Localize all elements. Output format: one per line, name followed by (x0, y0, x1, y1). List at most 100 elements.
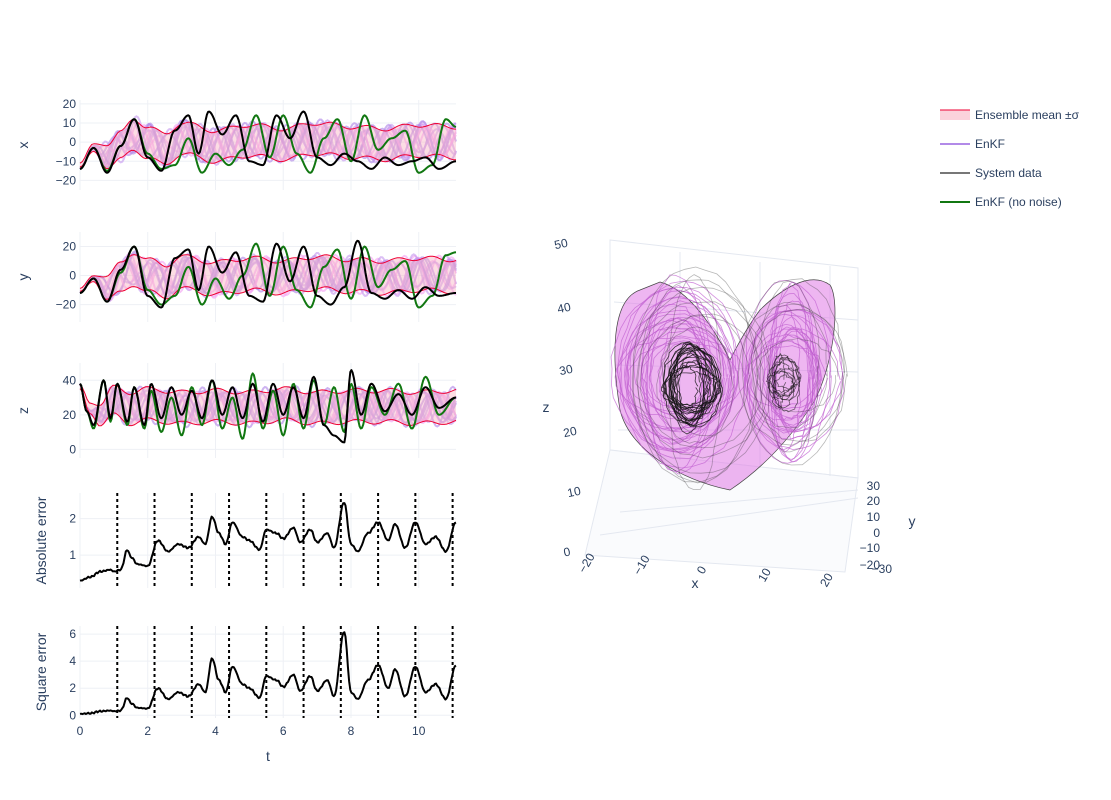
z-tick-label-3d: 10 (566, 484, 582, 501)
x-tick-label: 10 (412, 724, 426, 738)
system-trajectory (636, 301, 770, 459)
enkf-member-line (79, 115, 457, 170)
system-trajectory (759, 280, 820, 453)
y-tick-label-3d: 0 (873, 526, 880, 540)
error-line (79, 502, 457, 582)
enkf-trajectory (646, 274, 706, 473)
system-trajectory (756, 337, 839, 413)
legend-item[interactable]: EnKF (no noise) (940, 195, 1062, 209)
enkf-trajectory (644, 316, 713, 444)
enkf-trajectory (772, 326, 817, 433)
y-tick-label-3d: −10 (860, 541, 881, 555)
enkf-trajectory (629, 295, 732, 459)
enkf-trajectory (762, 326, 820, 419)
y-tick-label-3d: −20 (860, 558, 881, 572)
enkf-trajectory (620, 280, 747, 469)
y-tick-label: 20 (63, 240, 77, 254)
enkf-trajectory (641, 303, 708, 445)
enkf-trajectory (623, 297, 734, 451)
legend-label: Ensemble mean ±σ (975, 108, 1080, 122)
enkf-trajectory (649, 317, 704, 432)
subplot-abs[interactable]: 1 2 Absolute error (33, 493, 457, 588)
legend-item[interactable]: Ensemble mean ±σ (940, 108, 1080, 122)
legend-label: EnKF (975, 137, 1005, 151)
subplot-z[interactable]: 0 20 40 z (15, 363, 457, 458)
enkf-trajectory (774, 328, 814, 428)
system-trajectory (765, 370, 795, 395)
system-trajectory (639, 315, 764, 448)
legend-label: EnKF (no noise) (975, 195, 1062, 209)
ensemble-band (80, 254, 456, 300)
enkf-trajectory (626, 300, 736, 454)
system-trajectory (741, 278, 845, 466)
z-tick-label-3d: 0 (562, 544, 572, 559)
y-tick-label: 4 (69, 654, 76, 668)
legend[interactable]: Ensemble mean ±σ EnKF System data EnKF (no … (940, 108, 1080, 209)
enkf-trajectory (745, 310, 823, 451)
system-trajectory (632, 266, 759, 483)
enkf-trajectory (610, 287, 740, 450)
ensemble-upper-line (79, 254, 457, 289)
legend-item[interactable]: System data (940, 166, 1042, 180)
system-trajectory (667, 274, 722, 490)
enkf-trajectory (614, 335, 747, 420)
system-trajectory (661, 313, 751, 437)
legend-label: System data (975, 166, 1042, 180)
z-tick-label-3d: 30 (558, 362, 574, 379)
y-tick-label-3d: −30 (872, 562, 893, 576)
y-axis-label-z: z (15, 407, 31, 414)
system-trajectory (751, 302, 828, 429)
enkf-trajectory (633, 326, 711, 413)
y-tick-label: 0 (69, 135, 76, 149)
y-tick-label: −20 (56, 173, 77, 187)
y-axis-label-3d: y (909, 513, 916, 529)
y-tick-label-3d: 30 (867, 479, 881, 493)
y-tick-label: 6 (69, 627, 76, 641)
y-axis-label-y: y (15, 274, 31, 281)
enkf-trajectory (763, 338, 812, 421)
enkf-no-noise-line (79, 372, 457, 440)
system-data-line (79, 369, 457, 444)
y-tick-label-3d: 10 (867, 510, 881, 524)
ensemble-upper-line (79, 119, 457, 164)
x-axis-label: t (266, 748, 270, 764)
system-trajectory (631, 286, 772, 474)
enkf-trajectory (619, 309, 732, 441)
system-trajectory (766, 361, 795, 401)
z-tick-label-3d: 40 (556, 300, 572, 317)
enkf-trajectory (616, 287, 739, 454)
system-trajectory (772, 352, 787, 409)
enkf-trajectory (758, 323, 815, 434)
x-axis-label-3d: x (692, 575, 699, 591)
error-line (79, 631, 457, 716)
subplot-x[interactable]: −20 −10 0 10 20 x (15, 97, 457, 190)
y-tick-label: −20 (56, 298, 77, 312)
enkf-trajectory (750, 340, 821, 421)
enkf-trajectory (640, 290, 720, 453)
subplot-y[interactable]: −20 0 20 y (15, 232, 457, 322)
y-tick-label: 0 (69, 442, 76, 456)
subplot-sq[interactable]: 0 2 4 6 Square error 0 2 4 6 8 10 t (33, 626, 457, 764)
y-tick-label: 20 (63, 97, 77, 111)
system-data-line (79, 239, 456, 309)
enkf-trajectory (745, 345, 829, 410)
x-tick-label: 6 (280, 724, 287, 738)
system-trajectory (672, 347, 705, 435)
enkf-member-line (79, 383, 457, 422)
lorenz-attractor (610, 266, 848, 491)
legend-item[interactable]: EnKF (940, 137, 1005, 151)
legend-swatch (940, 110, 970, 120)
y-tick-label-3d: 20 (867, 494, 881, 508)
system-trajectory (660, 370, 721, 409)
enkf-trajectory (753, 333, 820, 407)
y-tick-label: 10 (63, 116, 77, 130)
system-data-line (79, 110, 457, 174)
y-tick-label: 20 (63, 408, 77, 422)
x-tick-label: 0 (77, 724, 84, 738)
y-axis-label-sq: Square error (33, 632, 49, 711)
y-tick-label: −10 (56, 154, 77, 168)
y-tick-label: 40 (63, 373, 77, 387)
y-tick-label: 2 (69, 512, 76, 526)
